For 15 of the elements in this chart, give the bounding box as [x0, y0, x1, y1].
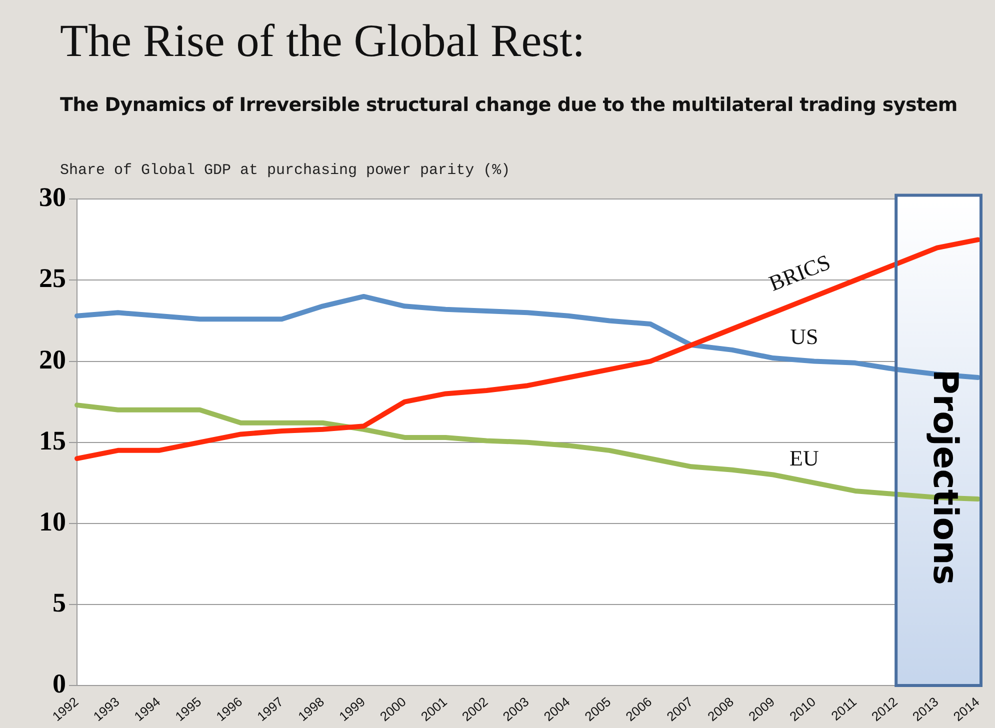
y-tick-label: 5 — [52, 587, 66, 618]
chart-subtitle: The Dynamics of Irreversible structural change due to the multilateral trading system — [60, 94, 958, 116]
y-tick-label: 10 — [39, 506, 66, 536]
x-tick-label: 2011 — [828, 694, 860, 724]
chart-title: The Rise of the Global Rest: — [60, 14, 586, 67]
series-label: US — [790, 324, 818, 350]
y-tick-label: 30 — [39, 182, 66, 212]
y-tick-label: 20 — [39, 344, 66, 374]
series-label: EU — [790, 446, 819, 471]
y-tick-label: 15 — [39, 425, 66, 456]
text: BRICS — [765, 249, 834, 296]
band-label: Projections — [925, 369, 966, 586]
y-tick-label: 25 — [39, 263, 66, 294]
y-tick-label: 0 — [52, 668, 66, 698]
y-axis-title: Share of Global GDP at purchasing power parity (%) — [60, 162, 510, 179]
